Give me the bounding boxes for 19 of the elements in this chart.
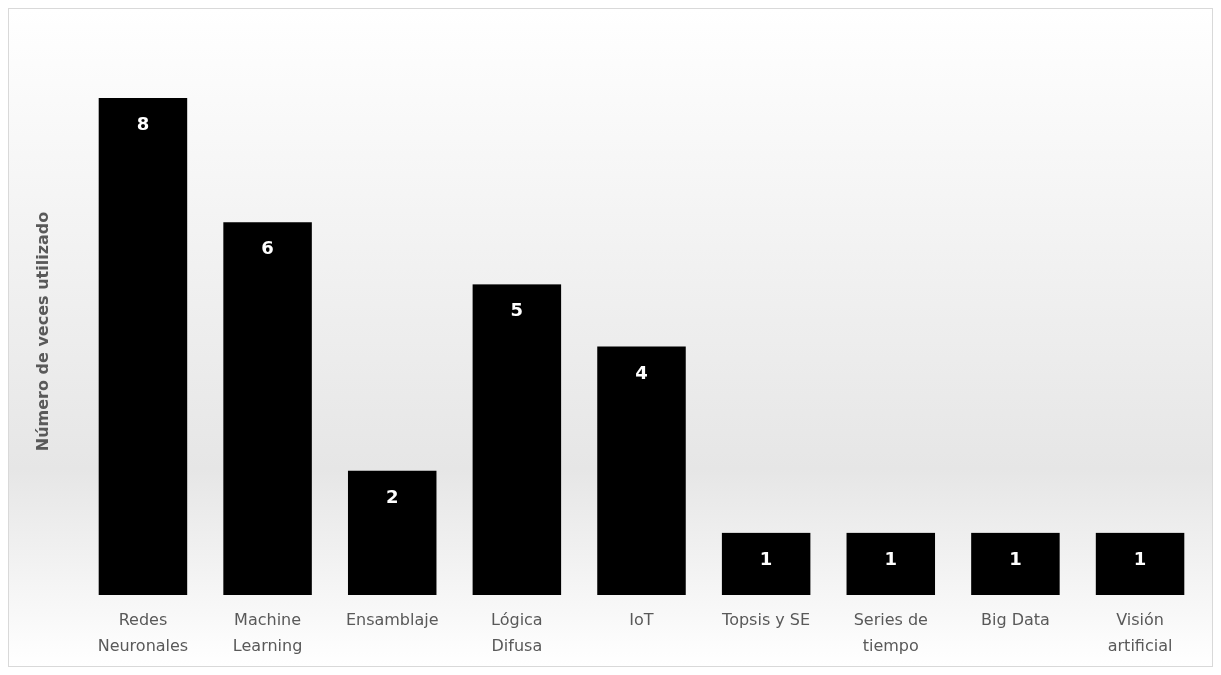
x-tick-label: Topsis y SE [721,610,811,629]
x-tick-label: Machine Learning [232,610,303,655]
data-label: 5 [510,299,524,321]
x-tick-label: Ensamblaje [345,610,439,629]
data-label: 6 [261,237,274,259]
data-label: 1 [884,547,898,569]
x-tick-label: Big Data [980,610,1050,629]
x-tick-label: IoT [629,610,654,629]
data-label: 1 [1009,547,1022,569]
data-label: 1 [759,547,773,569]
y-axis-title: Número de veces utilizado [33,211,52,452]
x-tick-label: Lógica Difusa [491,610,543,655]
data-label: 8 [136,113,150,134]
data-label: 1 [1133,547,1147,569]
data-label: 2 [385,485,399,507]
x-tick-label: Series de tiempo [853,610,928,655]
x-tick-label: Visión artificial [1107,610,1173,655]
x-tick-label: Redes Neuronales [97,610,189,655]
data-label: 4 [635,361,648,383]
